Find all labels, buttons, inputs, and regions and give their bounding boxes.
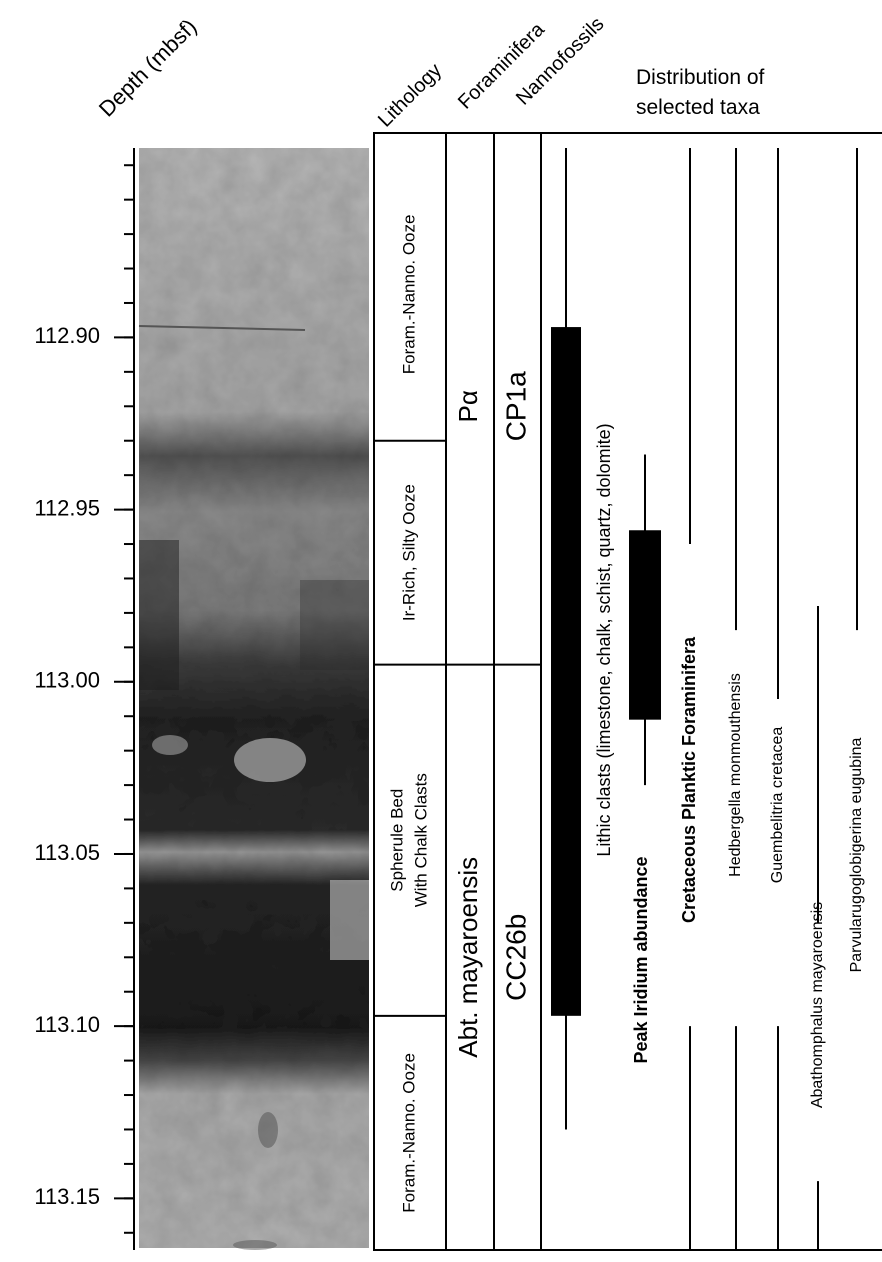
taxon-label: Cretaceous Planktic Foraminifera bbox=[679, 636, 699, 923]
lithology-header: Lithology bbox=[374, 59, 446, 131]
depth-tick-label: 112.90 bbox=[34, 323, 100, 348]
lithology-unit-label: With Chalk Clasts bbox=[411, 773, 430, 907]
lithology-unit-label: Foram.-Nanno. Ooze bbox=[399, 215, 418, 375]
depth-major-ticks: 112.90 112.95 113.00 113.05 113.10 113.15 bbox=[34, 323, 134, 1209]
distribution-header-line1: Distribution of bbox=[636, 66, 765, 89]
lithology-unit-label: Ir-Rich, Silty Ooze bbox=[399, 484, 418, 621]
taxa-distribution: Lithic clasts (limestone, chalk, schist,… bbox=[551, 148, 865, 1250]
depth-header: Depth (mbsf) bbox=[94, 14, 202, 122]
depth-tick-label: 113.05 bbox=[34, 840, 100, 865]
depth-tick-label: 113.15 bbox=[34, 1184, 100, 1209]
column-headers: Depth (mbsf) Lithology Foraminifera Nann… bbox=[94, 13, 765, 132]
nannofossil-zone-column: CP1a CC26b bbox=[500, 371, 531, 1001]
taxon-label: Abathomphalus mayaroensis bbox=[809, 902, 826, 1108]
nannofossil-zone-label: CC26b bbox=[500, 914, 531, 1001]
nannofossil-zone-label: CP1a bbox=[500, 371, 531, 441]
foraminifera-zone-column: Pα Abt. mayaroensis bbox=[446, 390, 541, 1058]
core-photograph bbox=[138, 148, 369, 1250]
lithology-unit-label: Foram.-Nanno. Ooze bbox=[399, 1053, 418, 1213]
depth-tick-label: 113.10 bbox=[34, 1012, 100, 1037]
lithology-column: Foram.-Nanno. Ooze Ir-Rich, Silty Ooze Sph… bbox=[374, 215, 446, 1213]
lithology-unit-label: Spherule Bed bbox=[387, 789, 406, 892]
depth-tick-label: 112.95 bbox=[34, 495, 100, 520]
taxon-label: Peak Iridium abundance bbox=[631, 856, 651, 1063]
depth-axis: 112.90 112.95 113.00 113.05 113.10 113.15 bbox=[34, 148, 135, 1250]
foraminifera-zone-label: Abt. mayaroensis bbox=[453, 857, 483, 1058]
taxon-label: Parvularugoglobigerina eugubina bbox=[848, 737, 865, 972]
foraminifera-zone-label: Pα bbox=[453, 390, 483, 422]
taxon-label: Lithic clasts (limestone, chalk, schist,… bbox=[594, 423, 614, 856]
distribution-header-line2: selected taxa bbox=[636, 96, 760, 119]
depth-tick-label: 113.00 bbox=[34, 668, 100, 693]
table-frame bbox=[373, 132, 882, 1251]
depth-minor-ticks bbox=[124, 164, 134, 1234]
taxon-abundance-bar bbox=[629, 530, 661, 720]
taxon-label: Guembelitria cretacea bbox=[769, 727, 786, 884]
taxon-abundance-bar bbox=[551, 327, 581, 1016]
taxon-label: Hedbergella monmouthensis bbox=[727, 673, 744, 877]
